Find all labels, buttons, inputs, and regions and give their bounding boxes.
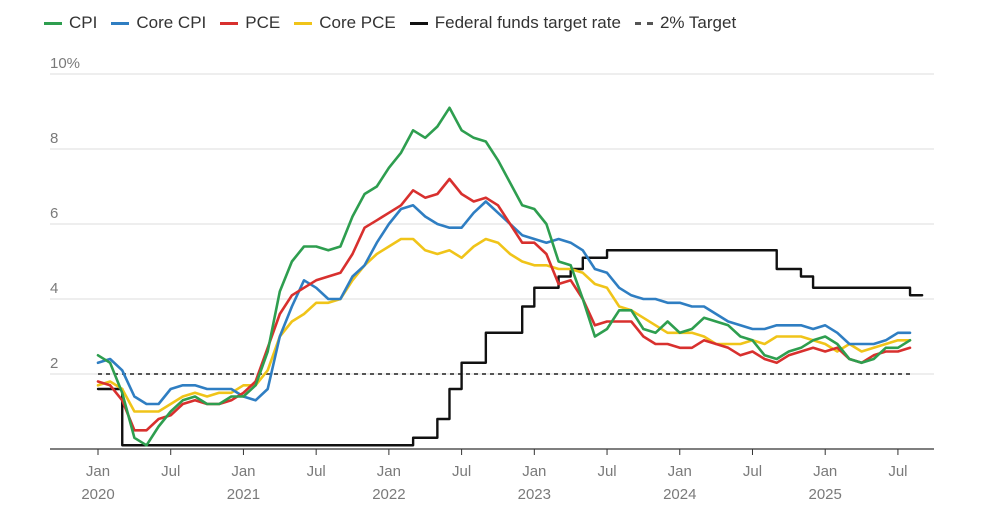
gridlines	[50, 73, 934, 375]
x-year-label: 2023	[518, 486, 551, 503]
series-lines	[96, 106, 924, 447]
x-tick-label: Jan	[86, 463, 110, 480]
legend-label-fed-funds: Federal funds target rate	[434, 13, 621, 32]
y-tick-label: 6	[50, 205, 58, 222]
y-tick-label: 10%	[50, 55, 80, 72]
x-tick-label: Jul	[597, 463, 616, 480]
x-tick-label: Jan	[231, 463, 255, 480]
x-tick-label: Jan	[813, 463, 837, 480]
legend-item-cpi: CPI	[44, 13, 97, 33]
series-line-cpi	[96, 106, 912, 447]
x-year-label: 2022	[372, 486, 405, 503]
legend-swatch-core-cpi	[111, 21, 130, 25]
x-tick-label: Jul	[161, 463, 180, 480]
x-tick-label: Jul	[888, 463, 907, 480]
legend-swatch-cpi	[44, 21, 62, 25]
legend-swatch-target	[634, 21, 653, 25]
series-line-federal-funds-target-rate	[96, 249, 924, 447]
y-tick-label: 4	[50, 280, 58, 297]
legend-item-core-pce: Core PCE	[294, 13, 396, 33]
x-tick-label: Jan	[522, 463, 546, 480]
x-year-label: 2021	[227, 486, 260, 503]
y-tick-label: 2	[50, 355, 58, 372]
legend-label-cpi: CPI	[69, 13, 98, 32]
legend-item-pce: PCE	[220, 13, 280, 33]
x-tick-label: Jul	[743, 463, 762, 480]
y-axis-ticks: 10% 8 6 4 2	[50, 55, 80, 372]
x-tick-label: Jan	[377, 463, 401, 480]
legend-swatch-pce	[220, 21, 239, 25]
legend-label-pce: PCE	[245, 13, 281, 32]
legend-item-core-cpi: Core CPI	[111, 13, 206, 33]
x-tick-label: Jul	[452, 463, 471, 480]
series-line-pce	[96, 177, 912, 432]
legend-item-fed-funds: Federal funds target rate	[409, 13, 621, 33]
x-tick-label: Jan	[668, 463, 692, 480]
legend-swatch-fed-funds	[409, 21, 428, 25]
y-tick-label: 8	[50, 130, 58, 147]
legend-swatch-core-pce	[294, 21, 313, 25]
x-axis: Jan 2020 Jul Jan 2021 Jul Jan 2022 Jul Jan 2023 Jul…	[50, 448, 934, 503]
series-line-core-cpi	[96, 200, 912, 406]
legend-label-core-cpi: Core CPI	[136, 13, 207, 32]
legend: CPI Core CPI PCE Core PCE Federal funds …	[44, 13, 750, 33]
legend-label-target: 2% Target	[659, 13, 737, 32]
legend-label-core-pce: Core PCE	[319, 13, 396, 32]
x-year-label: 2025	[809, 486, 842, 503]
x-tick-label: Jul	[307, 463, 326, 480]
x-year-label: 2020	[81, 486, 114, 503]
x-year-label: 2024	[663, 486, 696, 503]
legend-item-target: 2% Target	[634, 13, 737, 33]
